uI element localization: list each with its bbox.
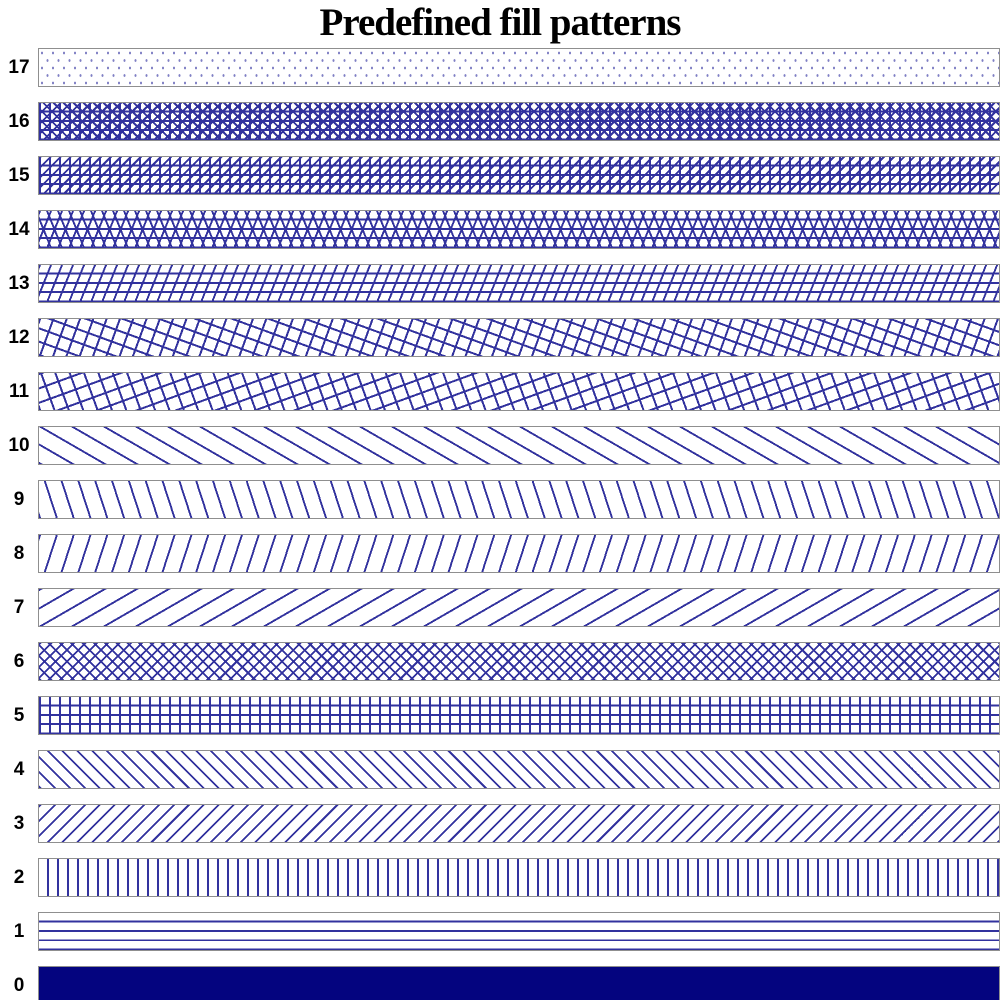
pattern-row: 17 [0,48,1000,102]
pattern-rows: 17 16 15 14 13 12 11 10 9 8 7 6 5 4 3 2 1 0 [0,48,1000,1000]
pattern-bar-12 [38,318,1000,357]
pattern-index-gutter: 12 [0,318,38,357]
pattern-index-gutter: 16 [0,102,38,141]
pattern-bar-3 [38,804,1000,843]
pattern-index-gutter: 4 [0,750,38,789]
pattern-index-label: 1 [13,920,25,942]
pattern-row: 11 [0,372,1000,426]
pattern-index-gutter: 1 [0,912,38,951]
pattern-bar-11 [38,372,1000,411]
pattern-bar-6 [38,642,1000,681]
pattern-bar-5 [38,696,1000,735]
pattern-index-gutter: 15 [0,156,38,195]
pattern-row: 1 [0,912,1000,966]
pattern-index-gutter: 9 [0,480,38,519]
pattern-row: 3 [0,804,1000,858]
pattern-index-label: 8 [13,542,25,564]
pattern-bar-4 [38,750,1000,789]
pattern-bar-16 [38,102,1000,141]
pattern-row: 9 [0,480,1000,534]
pattern-row: 7 [0,588,1000,642]
pattern-index-label: 3 [13,812,25,834]
pattern-bar-8 [38,534,1000,573]
pattern-row: 15 [0,156,1000,210]
pattern-index-label: 16 [8,110,30,132]
pattern-row: 2 [0,858,1000,912]
pattern-index-label: 15 [8,164,30,186]
pattern-bar-9 [38,480,1000,519]
pattern-index-label: 6 [13,650,25,672]
pattern-bar-0 [38,966,1000,1000]
pattern-index-label: 9 [13,488,25,510]
pattern-row: 5 [0,696,1000,750]
pattern-bar-7 [38,588,1000,627]
pattern-index-label: 17 [8,56,30,78]
pattern-index-gutter: 17 [0,48,38,87]
pattern-row: 14 [0,210,1000,264]
pattern-bar-13 [38,264,1000,303]
pattern-index-gutter: 13 [0,264,38,303]
pattern-index-gutter: 14 [0,210,38,249]
pattern-bar-2 [38,858,1000,897]
pattern-index-label: 14 [8,218,30,240]
pattern-index-gutter: 10 [0,426,38,465]
pattern-row: 4 [0,750,1000,804]
pattern-index-label: 5 [13,704,25,726]
pattern-index-gutter: 2 [0,858,38,897]
pattern-index-label: 11 [8,380,30,402]
pattern-bar-17 [38,48,1000,87]
pattern-bar-10 [38,426,1000,465]
pattern-row: 0 [0,966,1000,1000]
pattern-index-gutter: 0 [0,966,38,1000]
pattern-row: 13 [0,264,1000,318]
pattern-index-label: 10 [8,434,30,456]
pattern-index-gutter: 11 [0,372,38,411]
pattern-index-gutter: 6 [0,642,38,681]
pattern-index-gutter: 5 [0,696,38,735]
pattern-index-label: 7 [13,596,25,618]
pattern-bar-14 [38,210,1000,249]
pattern-index-gutter: 7 [0,588,38,627]
pattern-index-gutter: 8 [0,534,38,573]
pattern-index-gutter: 3 [0,804,38,843]
pattern-index-label: 4 [13,758,25,780]
pattern-row: 6 [0,642,1000,696]
pattern-row: 16 [0,102,1000,156]
pattern-index-label: 12 [8,326,30,348]
pattern-bar-15 [38,156,1000,195]
pattern-bar-1 [38,912,1000,951]
pattern-index-label: 0 [13,974,25,996]
pattern-row: 10 [0,426,1000,480]
pattern-index-label: 13 [8,272,30,294]
pattern-index-label: 2 [13,866,25,888]
pattern-row: 8 [0,534,1000,588]
page-title: Predefined fill patterns [319,1,682,44]
pattern-row: 12 [0,318,1000,372]
